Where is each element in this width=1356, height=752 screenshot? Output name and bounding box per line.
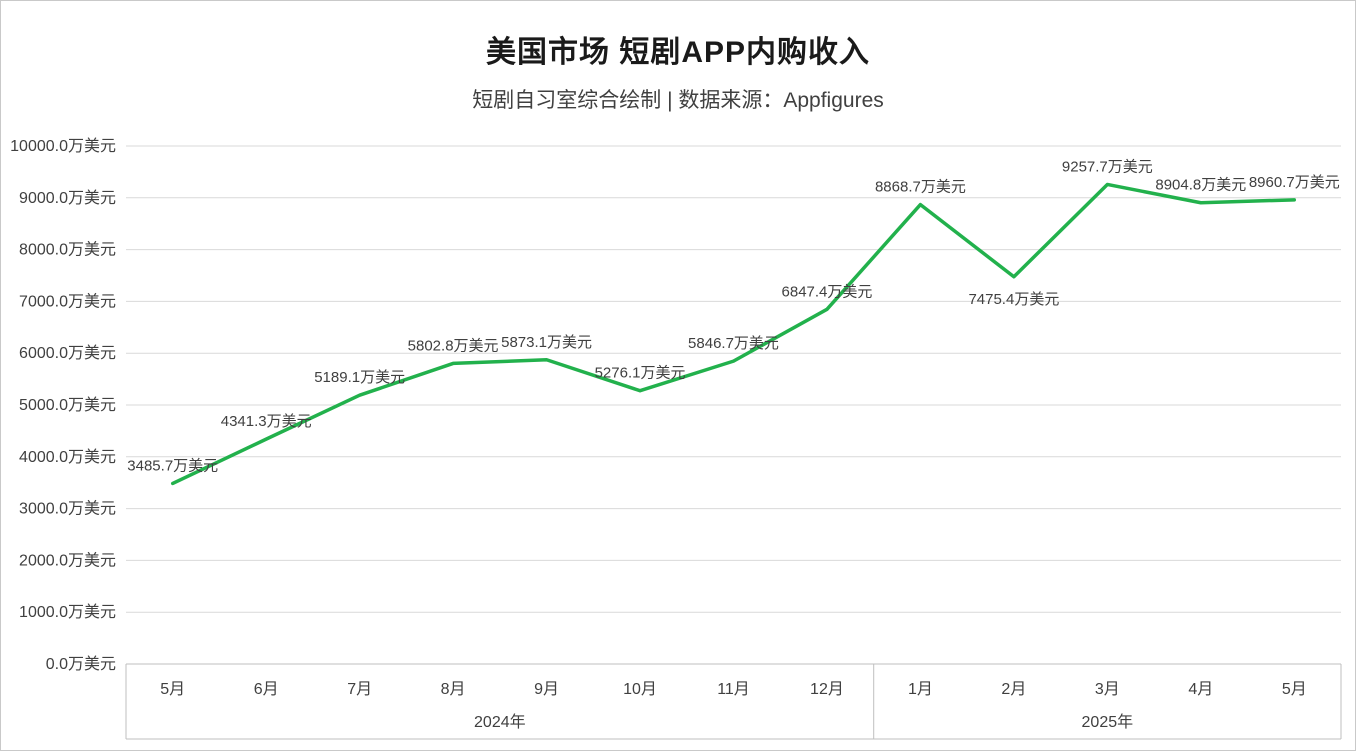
y-axis-label: 2000.0万美元 xyxy=(19,551,116,569)
data-point-label: 3485.7万美元 xyxy=(127,457,218,474)
x-axis-label: 11月 xyxy=(717,681,750,698)
x-axis-label: 9月 xyxy=(534,681,559,698)
data-point-label: 8960.7万美元 xyxy=(1249,174,1340,191)
x-axis-label: 5月 xyxy=(1282,681,1307,698)
data-point-label: 8868.7万美元 xyxy=(875,179,966,196)
data-point-label: 8904.8万美元 xyxy=(1155,177,1246,194)
y-axis-label: 3000.0万美元 xyxy=(19,500,116,518)
line-chart: 0.0万美元 1000.0万美元 2000.0万美元 3000.0万美元 4000.0万… xyxy=(10,137,1342,740)
data-point-label: 6847.4万美元 xyxy=(782,283,873,300)
data-point-label: 5276.1万美元 xyxy=(595,365,686,382)
y-axis-label: 4000.0万美元 xyxy=(19,448,116,466)
data-point-label: 9257.7万美元 xyxy=(1062,158,1153,175)
year-label: 2024年 xyxy=(474,713,526,731)
data-point-label: 5802.8万美元 xyxy=(408,337,499,354)
x-axis-label: 3月 xyxy=(1095,681,1120,698)
x-axis-label: 10月 xyxy=(623,681,657,698)
data-point-label: 5189.1万美元 xyxy=(314,369,405,386)
y-axis-label: 5000.0万美元 xyxy=(19,396,116,414)
x-axis-label: 6月 xyxy=(254,681,279,698)
x-axis-label: 7月 xyxy=(347,681,372,698)
data-point-label: 4341.3万美元 xyxy=(221,413,312,430)
chart-title: 美国市场 短剧APP内购收入 xyxy=(485,36,871,69)
y-axis-label: 6000.0万美元 xyxy=(19,344,116,362)
chart-subtitle: 短剧自习室综合绘制 | 数据来源：Appfigures xyxy=(472,89,884,112)
x-axis-label: 1月 xyxy=(908,681,933,698)
y-axis-label: 7000.0万美元 xyxy=(19,292,116,310)
x-axis-label: 5月 xyxy=(160,681,185,698)
data-point-label: 5873.1万美元 xyxy=(501,334,592,351)
series-line xyxy=(170,182,1297,486)
x-axis-label: 4月 xyxy=(1188,681,1213,698)
y-axis-label: 1000.0万美元 xyxy=(19,603,116,621)
data-point-label: 7475.4万美元 xyxy=(968,291,1059,308)
year-label: 2025年 xyxy=(1082,713,1134,731)
y-axis-label: 8000.0万美元 xyxy=(19,241,116,259)
x-axis-label: 8月 xyxy=(441,681,466,698)
x-axis-label: 12月 xyxy=(810,681,844,698)
y-axis-label: 10000.0万美元 xyxy=(10,137,116,155)
y-axis-label: 0.0万美元 xyxy=(46,655,116,673)
data-point-label: 5846.7万美元 xyxy=(688,335,779,352)
y-axis-label: 9000.0万美元 xyxy=(19,189,116,207)
x-axis-label: 2月 xyxy=(1001,681,1026,698)
